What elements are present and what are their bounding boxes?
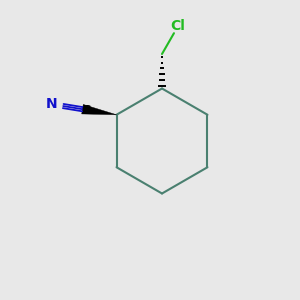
Polygon shape bbox=[82, 104, 116, 115]
Text: Cl: Cl bbox=[170, 20, 185, 33]
Text: C: C bbox=[81, 104, 90, 117]
Text: N: N bbox=[46, 97, 58, 111]
